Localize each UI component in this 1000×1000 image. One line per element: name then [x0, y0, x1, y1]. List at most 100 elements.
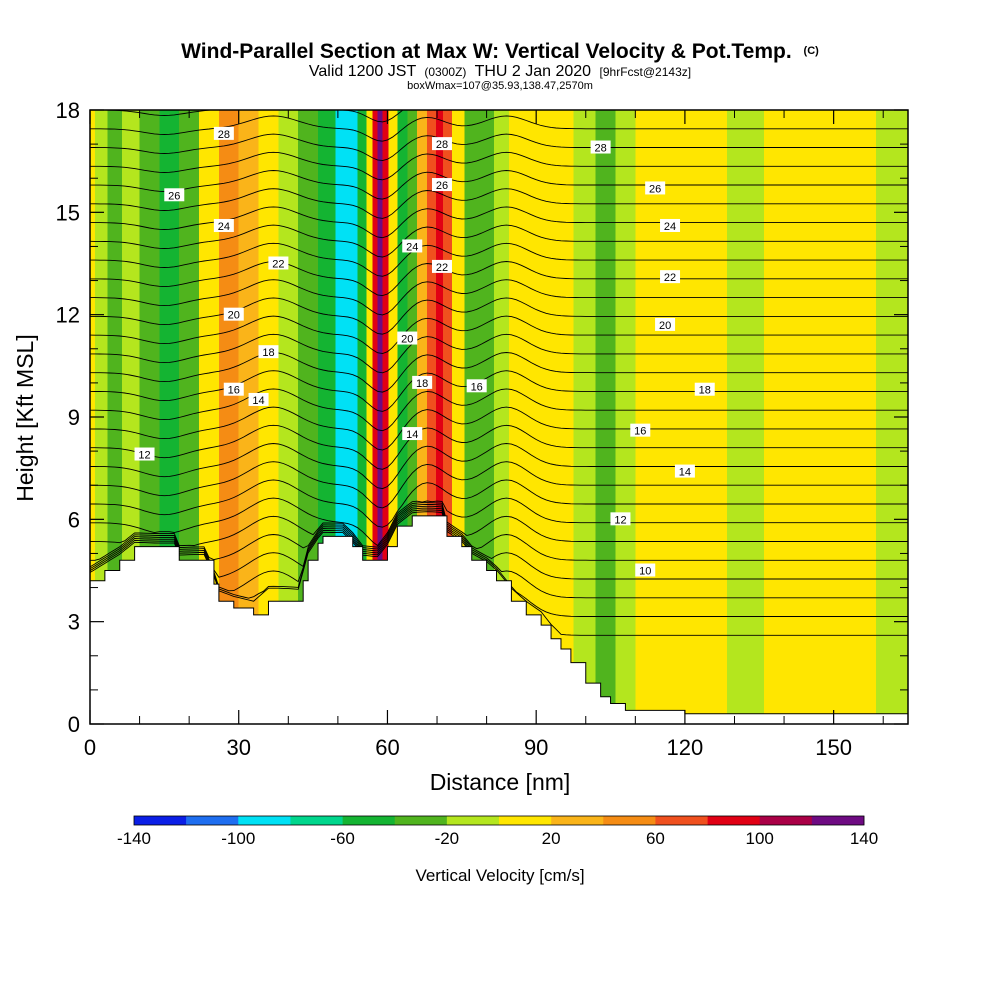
y-tick-label: 0: [68, 712, 80, 737]
contour-label-text: 14: [252, 395, 264, 407]
colorbar-swatch: [759, 816, 813, 825]
contour-labels: 10 12 12 14 14 14 16 16 16 18 18 18 20 20 20 22 22 22 24 24…: [134, 126, 715, 578]
colorbar-tick-label: -60: [330, 829, 355, 848]
contour-label-text: 12: [138, 450, 150, 462]
colorbar-frame: [133, 815, 865, 826]
colorbar-tick-label: -140: [117, 829, 151, 848]
x-tick-label: 90: [524, 735, 548, 760]
contour-label-bg: [258, 345, 279, 359]
contour-label-text: 24: [406, 241, 418, 253]
contour-label: 28: [213, 126, 234, 141]
colorbar-swatch: [707, 816, 761, 825]
y-tick-label: 18: [56, 98, 80, 123]
contour-label: 14: [674, 464, 695, 479]
theta-contour-line: [90, 406, 908, 451]
contour-label: 14: [402, 427, 423, 441]
y-tick-label: 9: [68, 405, 80, 430]
theta-contour-line: [90, 224, 908, 258]
contour-label-text: 16: [471, 381, 483, 393]
theta-contour-line: [90, 115, 908, 142]
theta-contours: [90, 110, 908, 636]
contour-label-text: 18: [262, 347, 274, 359]
contour-label-bg: [674, 464, 695, 478]
contour-label: 16: [466, 379, 487, 393]
contour-label-bg: [223, 307, 244, 321]
contour-label-bg: [402, 239, 423, 253]
contour-label: 24: [402, 239, 423, 253]
theta-contour-line: [90, 511, 908, 636]
x-tick-label: 60: [375, 735, 399, 760]
colorbar-swatch: [811, 816, 865, 825]
contour-label: 20: [655, 317, 676, 332]
contour-label-bg: [248, 392, 269, 406]
chart-title: Wind-Parallel Section at Max W: Vertical…: [181, 40, 819, 63]
contour-label-text: 14: [406, 429, 418, 441]
contour-label: 14: [248, 392, 269, 407]
contour-label-text: 24: [664, 221, 676, 233]
contour-label-text: 20: [659, 320, 671, 332]
theta-contour-line: [90, 151, 908, 181]
theta-contour-line: [90, 133, 908, 161]
contour-label-text: 26: [436, 180, 448, 192]
contour-label-text: 28: [218, 129, 230, 141]
colorbar-swatch: [342, 816, 396, 825]
colorbar-tick-label: 60: [646, 829, 665, 848]
y-axis-ticks: 0 3 6 9 12 15 18: [56, 98, 908, 737]
contour-label-text: 28: [436, 139, 448, 151]
contour-label-bg: [660, 270, 681, 284]
colorbar-swatch: [186, 816, 239, 825]
contour-label-text: 28: [595, 143, 607, 155]
chart-box-note: boxWmax=107@35.93,138.47,2570m: [407, 80, 593, 92]
theta-contour-line: [90, 188, 908, 219]
theta-contour-line: [90, 352, 908, 393]
contour-label: 20: [223, 307, 244, 322]
colorbar-swatch: [446, 816, 500, 825]
contour-label-bg: [213, 218, 234, 232]
colorbar-swatch: [603, 816, 656, 825]
colorbar-swatch: [290, 816, 343, 825]
contour-label: 26: [645, 181, 666, 195]
contour-label-bg: [660, 218, 681, 232]
contour-label-bg: [466, 379, 487, 393]
y-tick-label: 3: [68, 610, 80, 635]
y-tick-label: 15: [56, 200, 80, 225]
y-tick-label: 6: [68, 507, 80, 532]
contour-label: 22: [268, 256, 289, 271]
colorbar-swatch: [134, 816, 187, 825]
contour-label-text: 18: [416, 378, 428, 390]
theta-contour-line: [90, 497, 908, 547]
contour-label-text: 22: [436, 262, 448, 274]
contour-label-text: 26: [649, 183, 661, 195]
contour-label: 26: [431, 178, 452, 192]
contour-label: 12: [134, 447, 155, 462]
y-axis-label: Height [Kft MSL]: [12, 334, 38, 501]
colorbar-label: Vertical Velocity [cm/s]: [415, 866, 584, 885]
contour-label-text: 26: [168, 190, 180, 202]
contour-label-bg: [397, 331, 418, 345]
contour-label-text: 22: [272, 259, 284, 271]
contour-label-text: 16: [228, 385, 240, 397]
theta-contour-line: [90, 505, 908, 580]
x-tick-label: 120: [667, 735, 704, 760]
contour-label: 28: [431, 137, 452, 151]
contour-label-bg: [610, 512, 631, 526]
theta-contour-line: [90, 443, 908, 490]
x-tick-label: 0: [84, 735, 96, 760]
contour-label: 28: [590, 140, 611, 155]
contour-label: 16: [630, 423, 651, 438]
colorbar: -140 -100 -60 -20 20 60 100 140: [117, 815, 878, 848]
contour-label-bg: [164, 188, 185, 202]
contour-label-bg: [635, 563, 656, 577]
theta-contour-line: [90, 507, 908, 599]
contour-label: 10: [635, 563, 656, 578]
theta-contour-line: [90, 242, 908, 277]
contour-label: 22: [660, 270, 681, 284]
contour-label-text: 18: [699, 385, 711, 397]
contour-label: 26: [164, 188, 185, 202]
x-axis-ticks: 0 30 60 90 120 150: [84, 110, 884, 760]
theta-contour-line: [90, 261, 908, 297]
contour-label-bg: [213, 126, 234, 140]
contour-label-bg: [134, 447, 155, 461]
colorbar-swatch: [655, 816, 708, 825]
